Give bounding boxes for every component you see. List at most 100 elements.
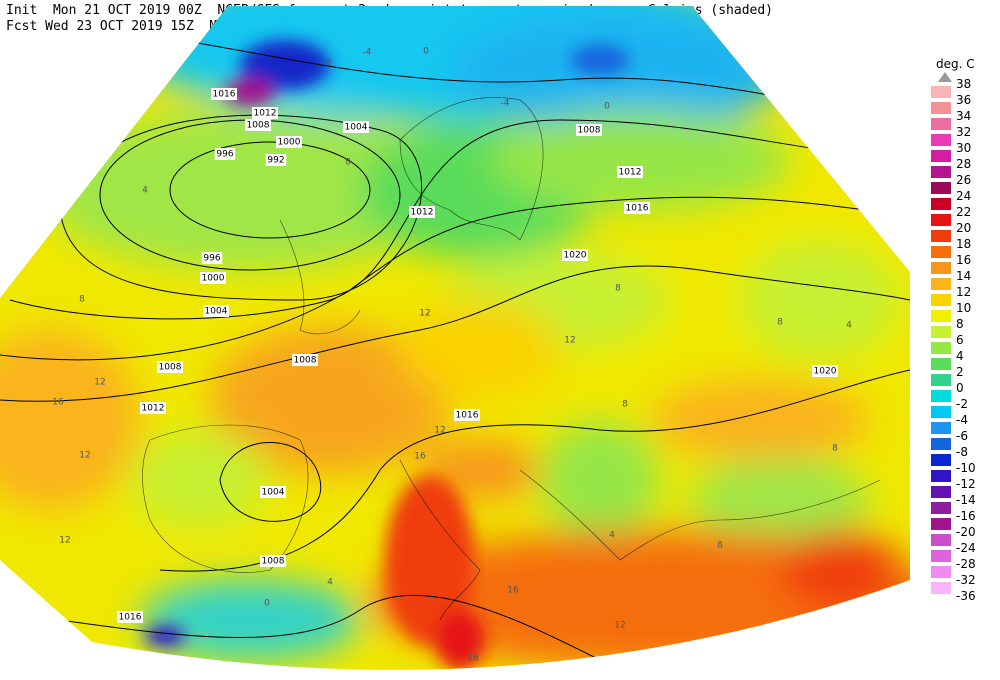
legend-label: 32 bbox=[956, 125, 971, 139]
legend-swatch bbox=[931, 342, 951, 354]
isobar-label-box bbox=[562, 249, 588, 261]
dewpoint-label: 12 bbox=[614, 621, 625, 631]
isobar-label-box bbox=[214, 148, 236, 160]
map-labels: 996 992 1000 1004 1008 1012 1016 1012 1016 1020 10… bbox=[52, 47, 852, 664]
isobar-label: 1020 bbox=[814, 367, 837, 377]
isobar-label: 1012 bbox=[254, 109, 277, 119]
isobar-label-box bbox=[409, 206, 435, 218]
isobar-label: 1012 bbox=[411, 208, 434, 218]
legend-swatch bbox=[931, 358, 951, 370]
dewpoint-label: 12 bbox=[59, 536, 70, 546]
legend-label: 38 bbox=[956, 77, 971, 91]
isobar-label: 1004 bbox=[262, 488, 285, 498]
legend-swatch bbox=[931, 294, 951, 306]
legend-swatch bbox=[931, 310, 951, 322]
isobar-label-box bbox=[201, 252, 223, 264]
legend-label: 28 bbox=[956, 157, 971, 171]
isobar-label-box bbox=[343, 121, 369, 133]
legend-swatch bbox=[931, 374, 951, 386]
legend-swatch bbox=[931, 582, 951, 594]
dewpoint-label: 8 bbox=[622, 400, 628, 410]
legend-label: 18 bbox=[956, 237, 971, 251]
isobar-label: 1000 bbox=[278, 138, 301, 148]
isobar-label: 1008 bbox=[159, 363, 182, 373]
legend-label: 12 bbox=[956, 285, 971, 299]
legend-swatch bbox=[931, 486, 951, 498]
dewpoint-label: -4 bbox=[363, 48, 372, 58]
isobar-label: 992 bbox=[267, 156, 284, 166]
dewpoint-label: 4 bbox=[327, 578, 333, 588]
coastlines bbox=[142, 97, 881, 621]
legend-label: 24 bbox=[956, 189, 971, 203]
legend-swatch bbox=[931, 198, 951, 210]
legend-label: 0 bbox=[956, 381, 964, 395]
legend-swatch bbox=[931, 518, 951, 530]
legend-swatch bbox=[931, 326, 951, 338]
legend-swatch bbox=[931, 166, 951, 178]
dewpoint-label: 4 bbox=[609, 531, 615, 541]
legend-label: -24 bbox=[956, 541, 976, 555]
legend-swatch bbox=[931, 278, 951, 290]
legend-label: -4 bbox=[956, 413, 968, 427]
legend-label: -32 bbox=[956, 573, 976, 587]
legend-label: 14 bbox=[956, 269, 971, 283]
dewpoint-label: 4 bbox=[846, 321, 852, 331]
legend-label: -20 bbox=[956, 525, 976, 539]
legend-swatch bbox=[931, 390, 951, 402]
dewpoint-label: 16 bbox=[414, 452, 426, 462]
isobar-label-box bbox=[140, 402, 166, 414]
isobar-label-box bbox=[157, 361, 183, 373]
legend-swatch bbox=[931, 566, 951, 578]
isobar-label-box bbox=[245, 119, 271, 131]
isobar-label-box bbox=[260, 486, 286, 498]
dewpoint-label: 16 bbox=[467, 654, 479, 664]
dewpoint-label: 16 bbox=[52, 398, 64, 408]
legend: deg. C 383634323028262422201816141210864… bbox=[931, 57, 976, 603]
isobar-label: 1008 bbox=[294, 356, 317, 366]
legend-label: 4 bbox=[956, 349, 964, 363]
isobar-label: 1012 bbox=[619, 168, 642, 178]
legend-swatch bbox=[931, 534, 951, 546]
legend-label: 2 bbox=[956, 365, 964, 379]
isobar-label-box bbox=[203, 305, 229, 317]
dewpoint-label: 8 bbox=[777, 318, 783, 328]
legend-label: -14 bbox=[956, 493, 976, 507]
isobar-label-box bbox=[252, 107, 278, 119]
legend-label: 10 bbox=[956, 301, 971, 315]
isobar-label: 1012 bbox=[142, 404, 165, 414]
isobar-label: 1016 bbox=[626, 204, 649, 214]
dewpoint-label: 4 bbox=[142, 186, 148, 196]
legend-label: -8 bbox=[956, 445, 968, 459]
legend-swatch bbox=[931, 230, 951, 242]
isobar-label-box bbox=[624, 202, 650, 214]
isobar-label: 1008 bbox=[262, 557, 285, 567]
legend-label: 8 bbox=[956, 317, 964, 331]
map-area bbox=[0, 6, 910, 670]
isobar-label: 1016 bbox=[213, 90, 236, 100]
isobar-label: 1008 bbox=[578, 126, 601, 136]
legend-label: -28 bbox=[956, 557, 976, 571]
legend-swatch bbox=[931, 550, 951, 562]
isobar-label-box bbox=[200, 272, 226, 284]
legend-swatch bbox=[931, 86, 951, 98]
legend-swatch bbox=[931, 262, 951, 274]
dewpoint-label: 12 bbox=[564, 336, 575, 346]
isobar-label-box bbox=[617, 166, 643, 178]
legend-swatch bbox=[931, 502, 951, 514]
isobar-label-box bbox=[265, 154, 287, 166]
dewpoint-label: 8 bbox=[615, 284, 621, 294]
legend-label: -16 bbox=[956, 509, 976, 523]
dewpoint-label: 0 bbox=[264, 599, 270, 609]
legend-label: -12 bbox=[956, 477, 976, 491]
isobar-label: 1008 bbox=[247, 121, 270, 131]
isobar-label: 1000 bbox=[202, 274, 225, 284]
legend-label: 34 bbox=[956, 109, 971, 123]
dewpoint-label: 12 bbox=[419, 309, 430, 319]
legend-swatch bbox=[931, 438, 951, 450]
dewpoint-label: 12 bbox=[434, 426, 445, 436]
legend-swatch bbox=[931, 214, 951, 226]
legend-swatch bbox=[931, 118, 951, 130]
dewpoint-label: 12 bbox=[94, 378, 105, 388]
